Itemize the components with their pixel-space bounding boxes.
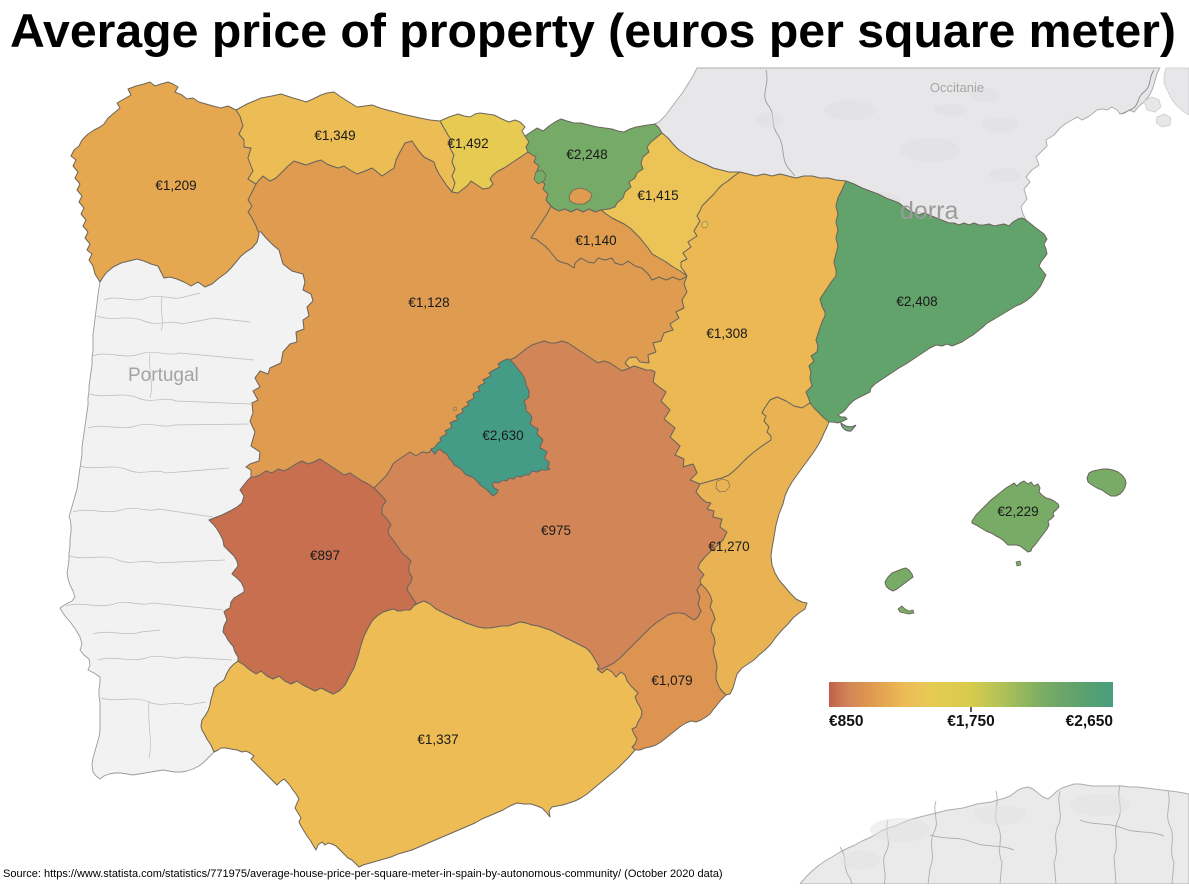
svg-text:€2,248: €2,248 — [566, 147, 607, 162]
svg-text:€2,650: €2,650 — [1066, 713, 1113, 730]
svg-text:€1,140: €1,140 — [575, 233, 616, 248]
svg-text:€897: €897 — [310, 548, 340, 563]
svg-text:€850: €850 — [829, 713, 863, 730]
svg-text:€1,079: €1,079 — [651, 673, 692, 688]
svg-text:Portugal: Portugal — [128, 365, 199, 386]
svg-text:€1,308: €1,308 — [706, 326, 747, 341]
svg-text:dorra: dorra — [900, 197, 958, 225]
svg-text:€1,270: €1,270 — [708, 539, 749, 554]
svg-text:€1,337: €1,337 — [417, 732, 458, 747]
svg-text:Occitanie: Occitanie — [930, 80, 984, 95]
svg-text:Average price of property (eur: Average price of property (euros per squ… — [10, 4, 1176, 57]
svg-text:€1,492: €1,492 — [447, 136, 488, 151]
svg-text:€1,209: €1,209 — [155, 178, 196, 193]
svg-text:€1,128: €1,128 — [408, 295, 449, 310]
svg-text:€975: €975 — [541, 523, 571, 538]
svg-text:€2,408: €2,408 — [896, 294, 937, 309]
svg-text:€1,750: €1,750 — [947, 713, 994, 730]
svg-text:€2,630: €2,630 — [482, 428, 523, 443]
svg-text:€1,415: €1,415 — [637, 188, 678, 203]
svg-text:€1,349: €1,349 — [314, 128, 355, 143]
svg-text:€2,229: €2,229 — [997, 504, 1038, 519]
svg-text:Source: https://www.statista.c: Source: https://www.statista.com/statist… — [3, 868, 723, 880]
